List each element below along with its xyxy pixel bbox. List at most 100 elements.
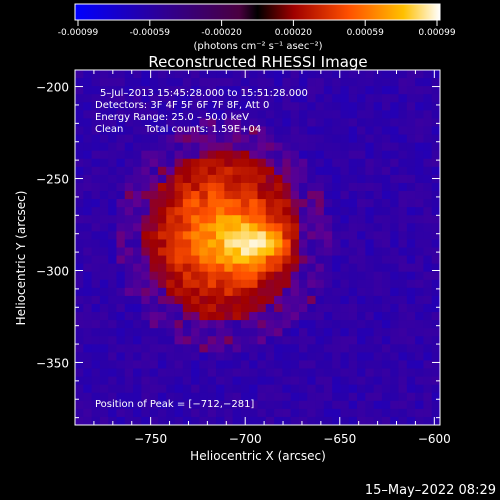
heatmap-cell <box>406 166 416 176</box>
heatmap-cell <box>415 400 424 410</box>
heatmap-cell <box>174 279 184 289</box>
heatmap-cell <box>240 166 250 176</box>
heatmap-cell <box>182 303 192 313</box>
heatmap-cell <box>157 279 167 289</box>
heatmap-cell <box>357 287 366 297</box>
heatmap-cell <box>431 376 440 386</box>
heatmap-cell <box>141 360 151 369</box>
heatmap-cell <box>232 271 242 281</box>
heatmap-cell <box>157 207 167 216</box>
heatmap-cell <box>282 199 292 208</box>
heatmap-cell <box>191 416 200 425</box>
heatmap-cell <box>332 312 341 321</box>
heatmap-cell <box>274 182 283 192</box>
heatmap-cell <box>99 142 109 152</box>
heatmap-cell <box>290 118 300 127</box>
heatmap-cell <box>323 344 333 353</box>
heatmap-cell <box>83 263 92 273</box>
heatmap-cell <box>282 408 292 418</box>
heatmap-cell <box>357 295 366 305</box>
heatmap-cell <box>357 376 366 386</box>
heatmap-cell <box>357 182 366 192</box>
heatmap-cell <box>282 376 292 386</box>
heatmap-cell <box>257 70 267 79</box>
heatmap-cell <box>415 150 424 160</box>
heatmap-cell <box>182 352 192 361</box>
heatmap-cell <box>75 110 84 119</box>
heatmap-cell <box>340 400 350 410</box>
heatmap-cell <box>381 150 391 160</box>
heatmap-cell <box>166 344 175 353</box>
heatmap-cell <box>182 158 192 168</box>
heatmap-cell <box>141 78 151 87</box>
heatmap-cell <box>348 303 358 313</box>
heatmap-cell <box>340 368 350 377</box>
heatmap-cell <box>166 142 175 152</box>
heatmap-cell <box>381 263 391 273</box>
heatmap-cell <box>348 182 358 192</box>
heatmap-cell <box>199 303 209 313</box>
heatmap-cell <box>290 86 300 95</box>
heatmap-cell <box>307 384 316 394</box>
heatmap-cell <box>216 191 225 200</box>
heatmap-cell <box>224 191 234 200</box>
heatmap-cell <box>274 215 283 224</box>
heatmap-cell <box>182 384 192 394</box>
heatmap-cell <box>232 174 242 184</box>
x-axis-label: Heliocentric X (arcsec) <box>190 449 326 463</box>
heatmap-cell <box>390 247 399 256</box>
heatmap-cell <box>315 86 325 95</box>
heatmap-cell <box>141 279 151 289</box>
heatmap-cell <box>116 312 126 321</box>
heatmap-cell <box>315 247 325 256</box>
heatmap-cell <box>191 352 200 361</box>
heatmap-cell <box>290 223 300 232</box>
heatmap-cell <box>323 191 333 200</box>
heatmap-cell <box>390 376 399 386</box>
heatmap-cell <box>298 70 308 79</box>
heatmap-cell <box>83 94 92 103</box>
heatmap-cell <box>357 360 366 369</box>
heatmap-cell <box>282 360 292 369</box>
heatmap-cell <box>75 352 84 361</box>
heatmap-cell <box>108 158 117 168</box>
heatmap-cell <box>290 336 300 345</box>
heatmap-cell <box>298 263 308 273</box>
heatmap-cell <box>265 320 275 329</box>
heatmap-cell <box>99 110 109 119</box>
heatmap-cell <box>91 287 101 297</box>
heatmap-cell <box>298 344 308 353</box>
heatmap-cell <box>191 150 200 160</box>
heatmap-cell <box>307 255 316 265</box>
heatmap-cell <box>390 150 399 160</box>
heatmap-cell <box>373 215 383 224</box>
heatmap-cell <box>182 70 192 79</box>
heatmap-cell <box>199 287 209 297</box>
heatmap-cell <box>390 287 399 297</box>
heatmap-cell <box>398 78 408 87</box>
heatmap-cell <box>307 392 316 402</box>
heatmap-cell <box>116 94 126 103</box>
heatmap-cell <box>99 287 109 297</box>
heatmap-cell <box>133 191 142 200</box>
heatmap-cell <box>381 247 391 256</box>
heatmap-cell <box>257 94 267 103</box>
heatmap-cell <box>108 328 117 337</box>
heatmap-cell <box>166 368 175 377</box>
heatmap-cell <box>431 70 440 79</box>
heatmap-cell <box>315 174 325 184</box>
heatmap-cell <box>141 344 151 353</box>
heatmap-cell <box>423 320 433 329</box>
heatmap-cell <box>149 150 159 160</box>
heatmap-cell <box>423 255 433 265</box>
heatmap-cell <box>99 336 109 345</box>
heatmap-cell <box>83 295 92 305</box>
heatmap-cell <box>332 303 341 313</box>
heatmap-cell <box>207 166 217 176</box>
heatmap-cell <box>124 287 134 297</box>
heatmap-cell <box>431 263 440 273</box>
heatmap-cell <box>99 360 109 369</box>
heatmap-cell <box>166 384 175 394</box>
heatmap-cell <box>332 86 341 95</box>
heatmap-cell <box>332 328 341 337</box>
